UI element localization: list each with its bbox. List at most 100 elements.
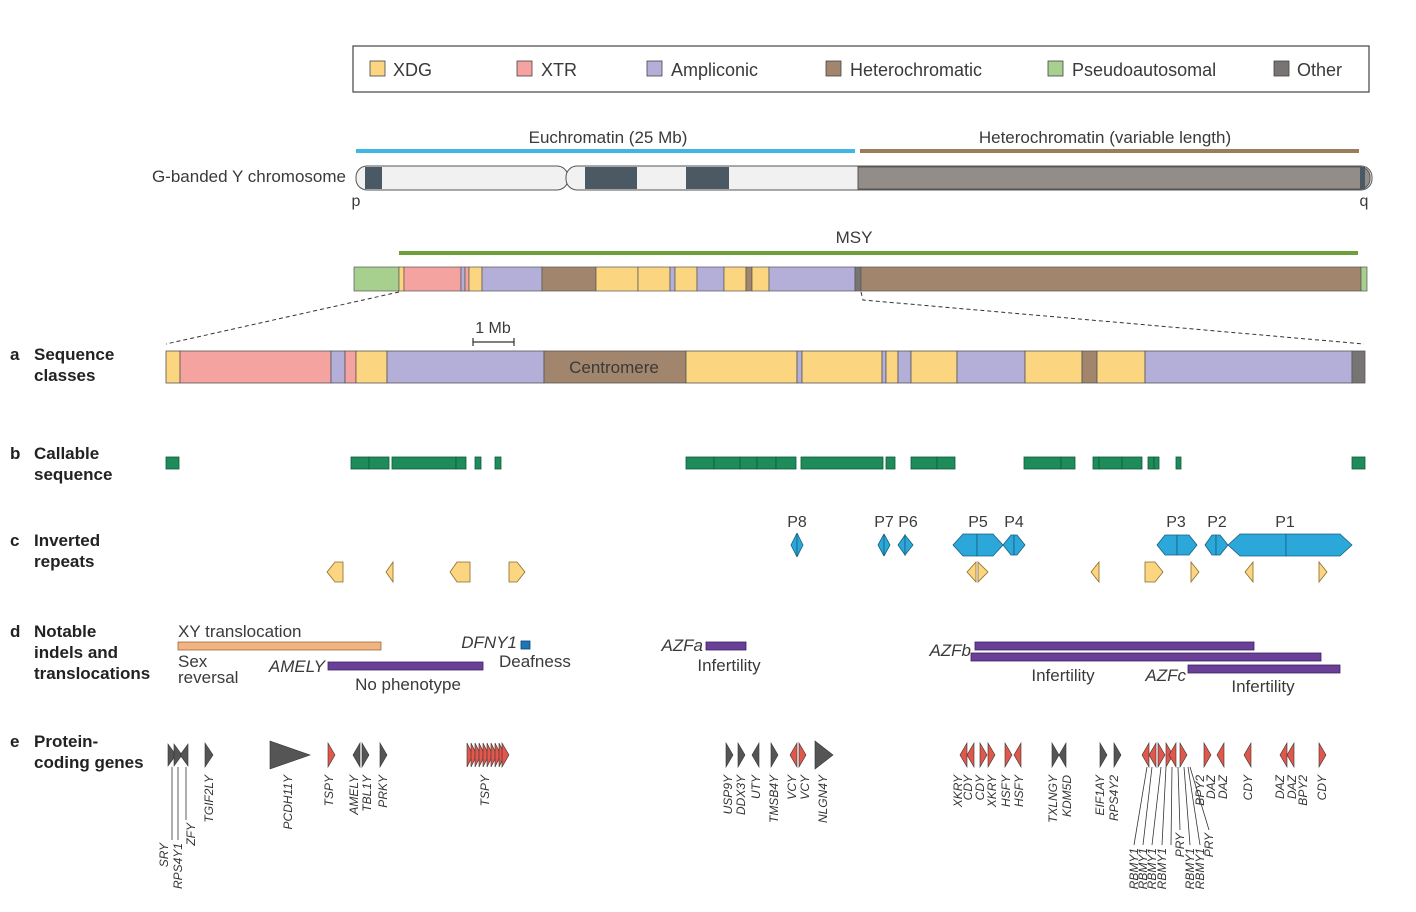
legend-label-xdg: XDG (393, 60, 432, 80)
palindrome-arms (790, 532, 1353, 558)
zoom-line-left (165, 291, 400, 345)
svg-text:P7: P7 (874, 514, 894, 531)
callable-sequence-track (165, 456, 1366, 470)
svg-text:DAZ: DAZ (1216, 774, 1230, 799)
azfb-bar-2 (970, 652, 1322, 662)
svg-text:a: a (10, 345, 20, 364)
svg-text:P5: P5 (968, 514, 988, 531)
xy-translocation-label: XY translocation (178, 622, 301, 641)
palindrome-labels: P8 P7 P6 P5 P4 P3 P2 P1 (787, 514, 1295, 531)
svg-text:reversal: reversal (178, 668, 238, 687)
inverted-repeat-arms (326, 560, 1328, 584)
svg-text:RBMY1: RBMY1 (1155, 848, 1169, 889)
heterochromatin-label: Heterochromatin (variable length) (979, 128, 1231, 147)
p-arm-label: p (352, 193, 361, 210)
svg-text:XKRY: XKRY (985, 774, 999, 808)
svg-text:Inverted: Inverted (34, 531, 100, 550)
svg-text:AMELY: AMELY (347, 774, 361, 816)
azfa-label: AZFa (660, 636, 703, 655)
svg-text:ZFY: ZFY (184, 822, 198, 847)
amely-label: AMELY (268, 657, 327, 676)
svg-text:CDY: CDY (1241, 774, 1255, 800)
legend-label-other: Other (1297, 60, 1342, 80)
legend-swatch-heterochromatic (825, 60, 842, 77)
gene-arrows (167, 740, 1327, 770)
section-c-label: c Inverted repeats (10, 531, 100, 571)
svg-text:CDY: CDY (961, 774, 975, 800)
svg-text:TGIF2LY: TGIF2LY (202, 774, 216, 823)
gene-labels: SRY RPS4Y1 ZFY TGIF2LY PCDH11Y TSPY AMEL… (157, 774, 1329, 889)
svg-text:PRY: PRY (1173, 832, 1187, 857)
dfny1-label: DFNY1 (461, 633, 517, 652)
section-e-label: e Protein- coding genes (10, 732, 144, 772)
azfc-label: AZFc (1144, 666, 1186, 685)
svg-text:P4: P4 (1004, 514, 1024, 531)
svg-text:RBMY1: RBMY1 (1193, 848, 1207, 889)
svg-text:classes: classes (34, 366, 95, 385)
svg-text:EIF1AY: EIF1AY (1093, 774, 1107, 815)
zoom-line-right (860, 291, 1365, 345)
svg-text:sequence: sequence (34, 465, 112, 484)
svg-text:PRKY: PRKY (376, 774, 390, 808)
svg-text:Protein-: Protein- (34, 732, 98, 751)
legend-swatch-xtr (516, 60, 533, 77)
svg-text:TBL1Y: TBL1Y (360, 774, 374, 812)
svg-text:TMSB4Y: TMSB4Y (767, 774, 781, 823)
svg-text:BPY2: BPY2 (1296, 775, 1310, 806)
sex-reversal-label: Sex (178, 652, 208, 671)
deafness-label: Deafness (499, 652, 571, 671)
svg-text:PCDH11Y: PCDH11Y (281, 774, 295, 829)
legend-label-xtr: XTR (541, 60, 577, 80)
legend-swatch-xdg (369, 60, 386, 77)
legend-label-pseudoautosomal: Pseudoautosomal (1072, 60, 1216, 80)
svg-text:DAZ: DAZ (1285, 774, 1299, 799)
svg-text:BPY2: BPY2 (1193, 775, 1207, 806)
legend-swatch-ampliconic (646, 60, 663, 77)
xy-translocation-bar (177, 641, 382, 651)
indels-track: XY translocation Sex reversal AMELY No p… (177, 622, 1341, 696)
svg-text:repeats: repeats (34, 552, 94, 571)
svg-text:XKRY: XKRY (951, 774, 965, 808)
svg-text:TXLNGY: TXLNGY (1046, 774, 1060, 823)
euchromatin-bar (356, 149, 855, 153)
no-phenotype-label: No phenotype (355, 675, 461, 694)
svg-text:HSFY: HSFY (1012, 774, 1026, 807)
overview-class-bar (353, 266, 1368, 292)
amely-deletion-bar (327, 661, 484, 671)
section-a-label: a Sequence classes (10, 345, 114, 385)
svg-text:USP9Y: USP9Y (721, 774, 735, 814)
azfb-bar-1 (974, 641, 1255, 651)
svg-text:P8: P8 (787, 514, 807, 531)
infertility-c-label: Infertility (1231, 677, 1295, 696)
svg-text:RPS4Y1: RPS4Y1 (171, 843, 185, 889)
legend-swatch-other (1273, 60, 1290, 77)
azfa-bar (705, 641, 747, 651)
svg-text:VCY: VCY (785, 774, 799, 800)
svg-text:CDY: CDY (973, 774, 987, 800)
svg-text:TSPY: TSPY (322, 774, 336, 806)
svg-text:translocations: translocations (34, 664, 150, 683)
svg-text:UTY: UTY (749, 774, 763, 799)
svg-text:c: c (10, 531, 19, 550)
svg-text:Sequence: Sequence (34, 345, 114, 364)
scale-label: 1 Mb (475, 320, 511, 337)
infertility-b-label: Infertility (1031, 666, 1095, 685)
q-arm-label: q (1360, 193, 1369, 210)
svg-text:e: e (10, 732, 19, 751)
svg-text:RBMY1: RBMY1 (1183, 848, 1197, 889)
azfb-label: AZFb (928, 641, 971, 660)
gene-leader-lines (171, 766, 1210, 846)
g-banded-chromosome (355, 165, 1373, 191)
msy-label: MSY (836, 228, 873, 247)
sequence-class-bar (165, 350, 1366, 384)
svg-text:P1: P1 (1275, 514, 1295, 531)
euchromatin-label: Euchromatin (25 Mb) (529, 128, 688, 147)
svg-text:indels and: indels and (34, 643, 118, 662)
svg-text:Callable: Callable (34, 444, 99, 463)
svg-text:RBMY1: RBMY1 (1136, 848, 1150, 889)
section-b-label: b Callable sequence (10, 444, 112, 484)
svg-text:P3: P3 (1166, 514, 1186, 531)
svg-text:RPS4Y2: RPS4Y2 (1107, 775, 1121, 821)
chromosome-label: G-banded Y chromosome (152, 167, 346, 186)
